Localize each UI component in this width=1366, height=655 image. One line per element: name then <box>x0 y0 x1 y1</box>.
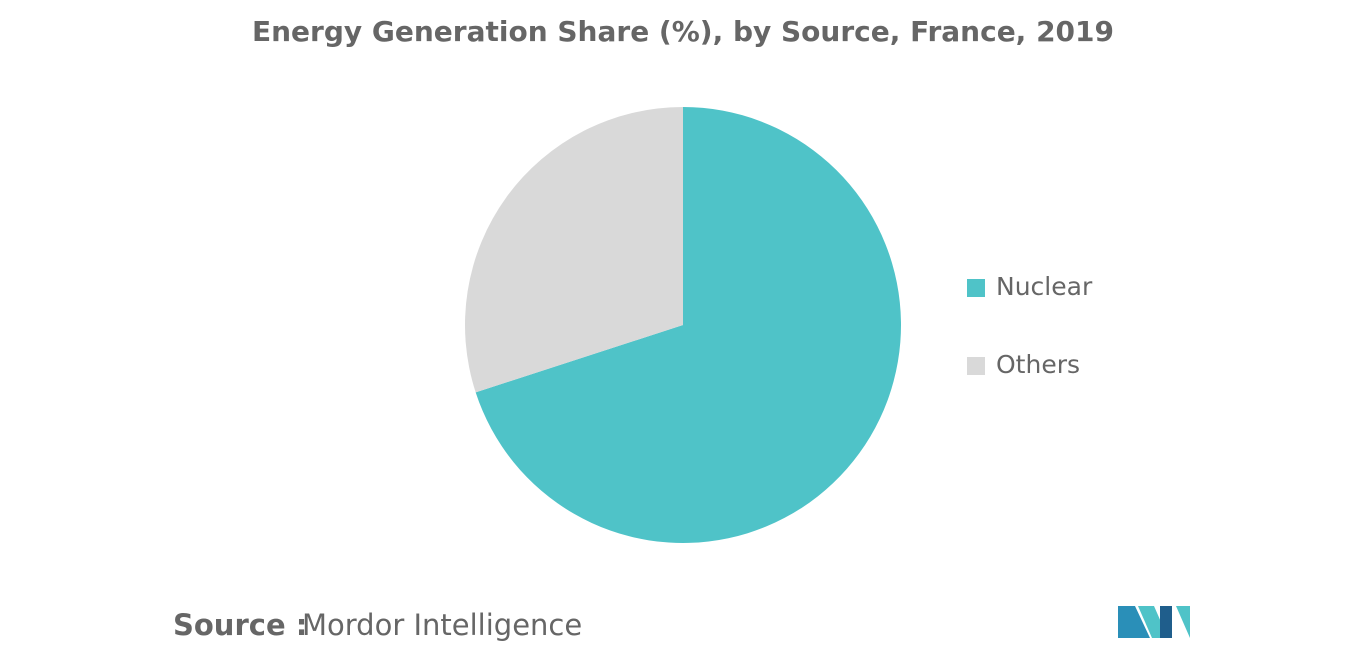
pie-slice <box>475 107 901 543</box>
legend-label: Others <box>996 350 1080 379</box>
legend-swatch <box>967 279 985 297</box>
pie-slice <box>464 107 683 393</box>
logo <box>1118 606 1190 638</box>
legend-label: Nuclear <box>996 272 1093 301</box>
source-name: Mordor Intelligence <box>302 608 582 642</box>
legend-swatch <box>967 357 985 375</box>
chart-title: Energy Generation Share (%), by Source, … <box>252 15 1114 48</box>
source-label: Source : <box>173 608 307 642</box>
